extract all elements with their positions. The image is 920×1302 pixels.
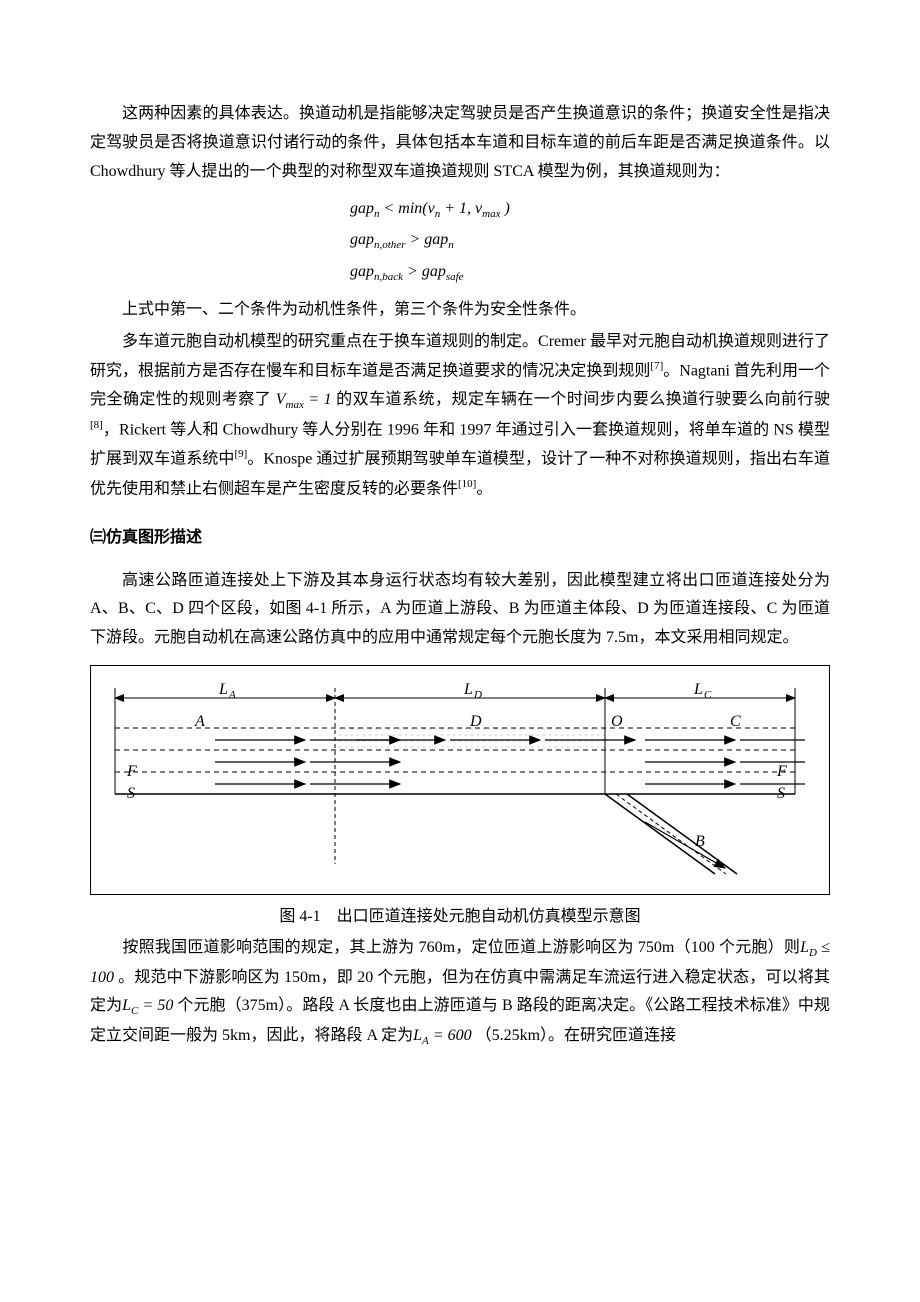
svg-text:F: F xyxy=(776,763,787,780)
paragraph-4: 高速公路匝道连接处上下游及其本身运行状态均有较大差别，因此模型建立将出口匝道连接… xyxy=(90,567,830,653)
svg-text:S: S xyxy=(777,785,785,802)
paragraph-1: 这两种因素的具体表达。换道动机是指能够决定驾驶员是否产生换道意识的条件；换道安全… xyxy=(90,100,830,186)
equation-2: gapn,other > gapn xyxy=(350,225,830,256)
svg-text:D: D xyxy=(473,689,482,701)
svg-text:A: A xyxy=(228,689,236,701)
svg-text:B: B xyxy=(695,833,705,850)
section-heading: ㈢仿真图形描述 xyxy=(90,524,830,553)
ref-8: [8] xyxy=(90,419,103,431)
svg-text:S: S xyxy=(127,785,135,802)
svg-text:D: D xyxy=(469,713,482,730)
equation-1: gapn < min(vn + 1, vmax ) xyxy=(350,194,830,225)
paragraph-2: 上式中第一、二个条件为动机性条件，第三个条件为安全性条件。 xyxy=(90,296,830,325)
vmax-inline: Vmax = 1 xyxy=(276,391,332,408)
svg-text:A: A xyxy=(194,713,205,730)
svg-text:O: O xyxy=(611,713,623,730)
equation-block: gapn < min(vn + 1, vmax ) gapn,other > g… xyxy=(90,194,830,287)
svg-text:F: F xyxy=(126,763,137,780)
ref-10: [10] xyxy=(458,478,476,490)
la-inline: LA = 600 xyxy=(413,1027,471,1044)
svg-text:L: L xyxy=(693,681,703,698)
paragraph-5: 按照我国匝道影响范围的规定，其上游为 760m，定位匝道上游影响区为 750m（… xyxy=(90,934,830,1053)
figure-caption: 图 4-1 出口匝道连接处元胞自动机仿真模型示意图 xyxy=(90,903,830,932)
svg-text:L: L xyxy=(218,681,228,698)
svg-text:C: C xyxy=(704,689,712,701)
svg-text:L: L xyxy=(463,681,473,698)
paragraph-3: 多车道元胞自动机模型的研究重点在于换车道规则的制定。Cremer 最早对元胞自动… xyxy=(90,328,830,503)
lc-inline: LC = 50 xyxy=(122,997,173,1014)
svg-text:C: C xyxy=(730,713,741,730)
figure-4-1: LALDLCADOCFSFSB xyxy=(90,665,830,895)
figure-svg: LALDLCADOCFSFSB xyxy=(105,680,805,880)
ref-9: [9] xyxy=(234,448,247,460)
equation-3: gapn,back > gapsafe xyxy=(350,257,830,288)
ref-7: [7] xyxy=(650,360,663,372)
